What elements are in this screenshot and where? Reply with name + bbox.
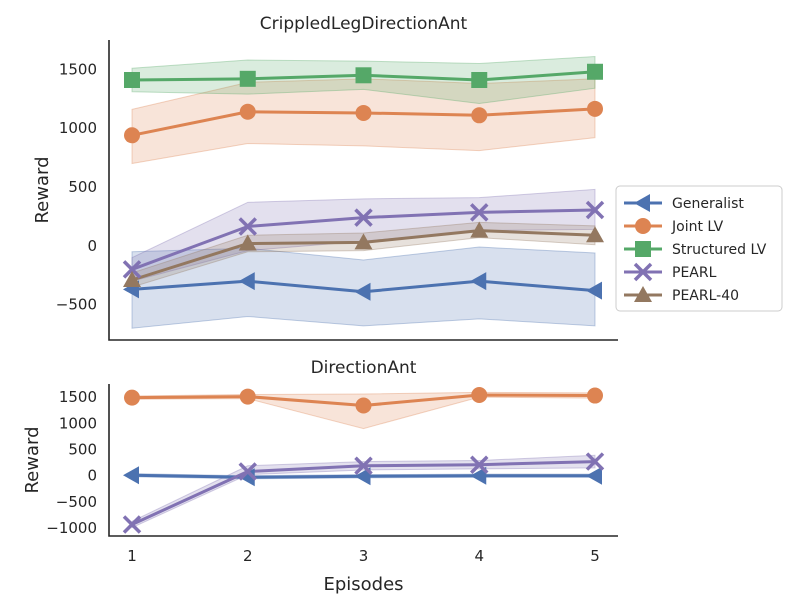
x-tick-labels: 1 2 3 4 5 (127, 547, 600, 565)
legend-label: Structured LV (672, 242, 767, 258)
legend-label: PEARL (672, 265, 717, 281)
chart-title: DirectionAnt (311, 358, 417, 378)
legend-label: Joint LV (671, 219, 724, 235)
band-joint-lv (131, 78, 596, 165)
legend-item-pearl: PEARL (624, 262, 717, 282)
point-generalist-5 (586, 466, 602, 485)
point-generalist-4 (470, 466, 487, 485)
y-tick-label: −1000 (46, 519, 97, 537)
point-generalist-4 (470, 272, 487, 291)
y-tick-label: −500 (56, 493, 97, 511)
legend-marker-structured-lv (635, 241, 651, 257)
point-structured-lv-3 (355, 67, 372, 84)
y-tick-label: 500 (68, 178, 97, 196)
legend: Generalist Joint LV Structured LV PEARL PEAR… (615, 185, 783, 312)
point-joint-lv-5 (587, 100, 603, 117)
legend-frame (615, 185, 783, 312)
legend-item-joint-lv: Joint LV (624, 218, 724, 235)
y-tick-label: 500 (68, 441, 97, 459)
point-generalist-2 (238, 272, 255, 291)
point-generalist-3 (354, 282, 371, 301)
legend-item-pearl-40: PEARL-40 (624, 286, 739, 304)
y-tick-label: 1500 (59, 388, 97, 406)
series-markers (122, 63, 605, 301)
x-tick-label: 2 (243, 547, 253, 565)
y-tick-labels: −500 0 500 1000 1500 (56, 60, 97, 313)
axis-spines (108, 384, 618, 537)
legend-marker-generalist (634, 194, 650, 212)
point-joint-lv-1 (124, 127, 140, 144)
legend-marker-joint-lv (635, 218, 651, 234)
point-pearl-4 (470, 203, 489, 222)
point-pearl-40-3 (354, 233, 373, 250)
point-structured-lv-1 (124, 72, 140, 88)
point-pearl-40-5 (586, 226, 604, 243)
legend-marker-pearl-40 (634, 286, 652, 302)
point-structured-lv-2 (239, 70, 256, 87)
x-axis-label: Episodes (323, 574, 403, 595)
y-tick-label: 1000 (59, 414, 97, 432)
point-pearl-3 (354, 208, 373, 227)
y-tick-label: 0 (87, 237, 97, 255)
y-tick-label: −500 (56, 296, 97, 314)
point-joint-lv-2 (239, 103, 256, 120)
point-pearl-4 (470, 455, 489, 474)
point-pearl-40-4 (470, 221, 489, 238)
point-pearl-5 (585, 452, 605, 471)
point-pearl-40-1 (123, 271, 141, 287)
chart-title: CrippledLegDirectionAnt (260, 14, 468, 34)
y-tick-label: 1500 (59, 60, 97, 78)
point-pearl-40-2 (238, 234, 257, 251)
point-generalist-5 (586, 281, 602, 300)
point-joint-lv-4 (471, 387, 488, 404)
point-joint-lv-3 (355, 397, 372, 414)
x-tick-label: 4 (474, 547, 484, 565)
x-tick-label: 1 (127, 547, 137, 565)
point-pearl-1 (122, 515, 142, 534)
point-pearl-1 (122, 260, 142, 279)
point-joint-lv-2 (239, 388, 256, 405)
point-pearl-2 (238, 462, 257, 481)
legend-item-generalist: Generalist (624, 194, 744, 212)
legend-label: Generalist (672, 196, 744, 212)
point-structured-lv-5 (587, 63, 603, 80)
panel-crippled-leg-direction-ant: CrippledLegDirectionAnt Reward −500 0 500 1… (32, 14, 783, 341)
point-joint-lv-1 (124, 389, 140, 406)
point-generalist-3 (354, 467, 371, 486)
y-axis-label: Reward (22, 426, 43, 493)
point-generalist-1 (123, 466, 139, 485)
point-joint-lv-3 (355, 104, 372, 121)
x-tick-label: 5 (590, 547, 600, 565)
axis-spines (108, 40, 618, 341)
panel-direction-ant: DirectionAnt Reward −1000 −500 0 500 1000 150… (22, 358, 618, 595)
y-axis-label: Reward (32, 156, 53, 223)
y-tick-labels: −1000 −500 0 500 1000 1500 (46, 388, 97, 537)
point-pearl-5 (585, 200, 605, 220)
point-pearl-2 (238, 217, 257, 236)
point-joint-lv-5 (587, 387, 603, 404)
y-tick-label: 0 (87, 467, 97, 485)
series-markers (122, 387, 605, 534)
x-tick-label: 3 (359, 547, 369, 565)
point-pearl-3 (354, 456, 373, 476)
point-structured-lv-4 (471, 72, 488, 88)
y-tick-label: 1000 (59, 119, 97, 137)
point-joint-lv-4 (471, 107, 488, 124)
legend-marker-pearl (633, 262, 653, 282)
line-pearl (131, 460, 596, 526)
legend-item-structured-lv: Structured LV (624, 241, 767, 258)
legend-label: PEARL-40 (672, 288, 739, 304)
